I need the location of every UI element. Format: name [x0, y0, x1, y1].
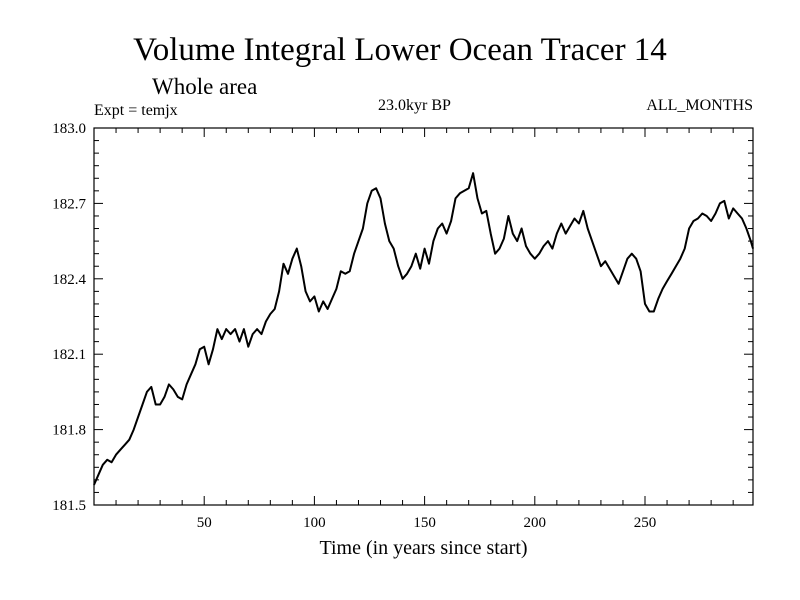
x-tick-label: 50	[197, 515, 212, 531]
chart-title: Volume Integral Lower Ocean Tracer 14	[133, 32, 667, 68]
axis-ticks	[94, 127, 753, 506]
y-tick-label: 181.8	[52, 423, 86, 439]
y-tick-label: 182.1	[52, 347, 86, 363]
x-tick-label: 200	[524, 515, 547, 531]
chart-subtitle: Whole area	[152, 74, 258, 99]
series-line	[93, 172, 754, 486]
months-label: ALL_MONTHS	[646, 97, 753, 114]
plot-frame	[93, 127, 754, 506]
y-tick-label: 181.5	[52, 498, 86, 514]
y-tick-label: 182.4	[52, 272, 86, 288]
period-label: 23.0kyr BP	[378, 97, 451, 114]
experiment-label: Expt = temjx	[94, 102, 178, 119]
y-tick-label: 182.7	[52, 196, 86, 212]
x-tick-label: 250	[634, 515, 657, 531]
x-tick-label: 100	[303, 515, 326, 531]
x-tick-label: 150	[413, 515, 436, 531]
y-tick-label: 183.0	[52, 121, 86, 137]
tick-labels: 181.5 181.8 182.1 182.4 182.7 183.0 50 100 150 20…	[52, 121, 656, 531]
x-axis-label: Time (in years since start)	[319, 537, 528, 559]
